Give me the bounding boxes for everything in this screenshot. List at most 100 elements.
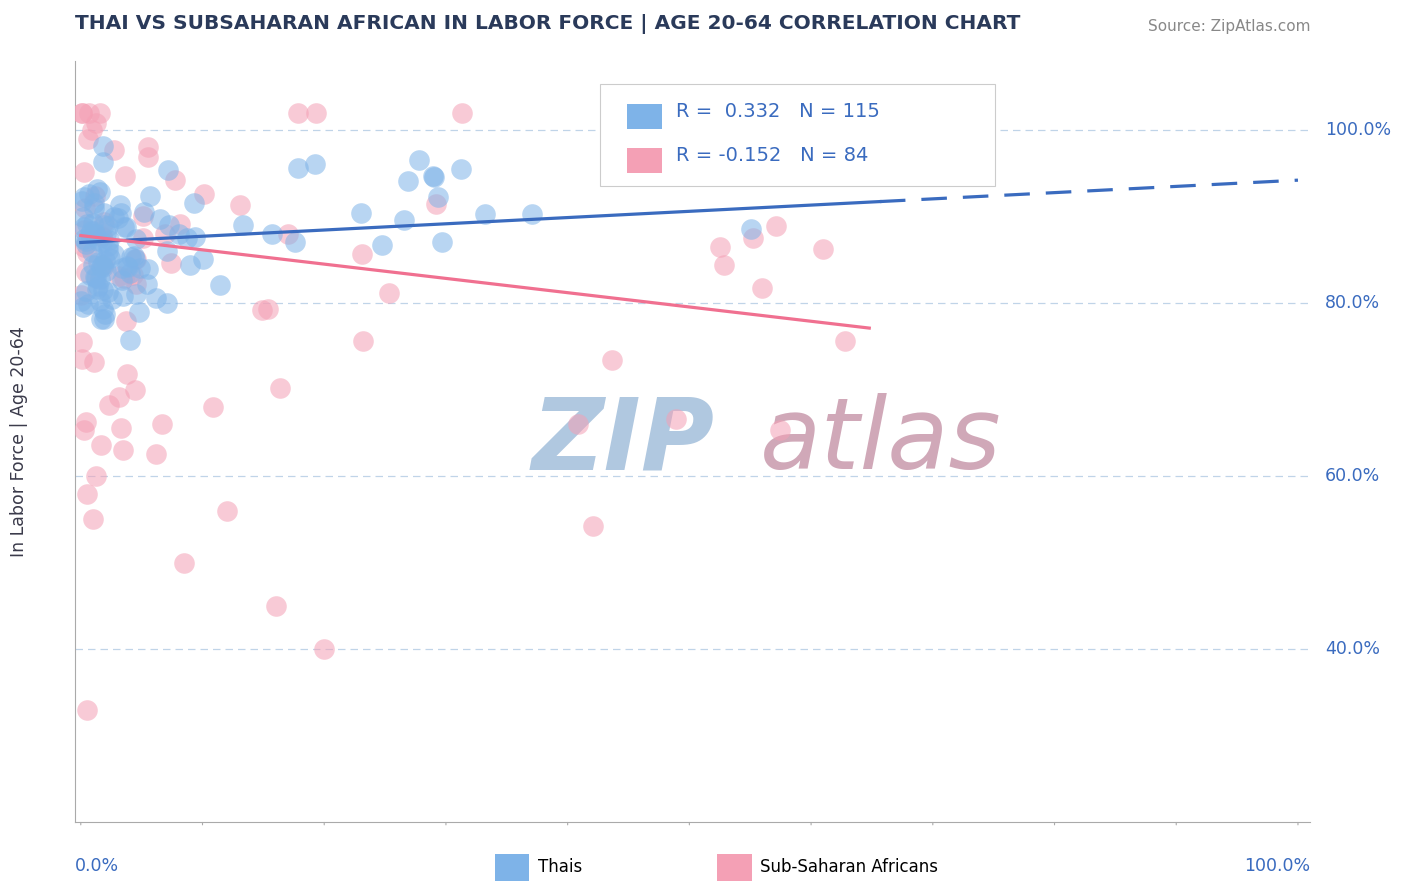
Point xyxy=(156,244,179,258)
Point xyxy=(91,260,114,274)
Point xyxy=(72,300,94,314)
Point xyxy=(80,123,103,137)
Point xyxy=(93,219,115,233)
Point xyxy=(742,231,765,245)
Point xyxy=(112,270,135,285)
Point xyxy=(167,227,190,242)
Point xyxy=(111,289,134,303)
Text: 40.0%: 40.0% xyxy=(1324,640,1379,658)
Point xyxy=(129,260,152,275)
Point xyxy=(769,423,792,437)
Point xyxy=(70,194,93,209)
Point xyxy=(101,293,124,307)
FancyBboxPatch shape xyxy=(717,855,752,881)
Text: 100.0%: 100.0% xyxy=(1324,121,1391,139)
Point xyxy=(75,416,97,430)
Point xyxy=(91,229,114,244)
Point xyxy=(371,237,394,252)
Point xyxy=(287,161,309,175)
Point xyxy=(73,240,96,254)
Point xyxy=(184,230,207,244)
Point xyxy=(157,162,180,177)
Point xyxy=(73,222,96,236)
Point xyxy=(70,352,93,367)
Point xyxy=(124,252,146,266)
Point xyxy=(91,230,114,244)
Point xyxy=(132,231,155,245)
Point xyxy=(91,283,114,297)
Point xyxy=(520,207,543,221)
Point xyxy=(72,334,94,349)
Point xyxy=(83,224,105,238)
Point xyxy=(94,253,117,268)
Point xyxy=(93,311,115,326)
Point xyxy=(73,164,96,178)
Point xyxy=(304,157,326,171)
Text: THAI VS SUBSAHARAN AFRICAN IN LABOR FORCE | AGE 20-64 CORRELATION CHART: THAI VS SUBSAHARAN AFRICAN IN LABOR FORC… xyxy=(75,14,1021,34)
Text: R =  0.332   N = 115: R = 0.332 N = 115 xyxy=(676,103,880,121)
Point xyxy=(97,219,120,234)
Point xyxy=(89,105,111,120)
Point xyxy=(108,390,131,404)
Text: R = -0.152   N = 84: R = -0.152 N = 84 xyxy=(676,146,869,165)
Point xyxy=(107,211,129,225)
Point xyxy=(93,258,115,272)
Point xyxy=(110,206,132,220)
Point xyxy=(765,219,787,234)
Text: Sub-Saharan Africans: Sub-Saharan Africans xyxy=(761,858,938,876)
Point xyxy=(134,205,156,219)
Point xyxy=(83,269,105,284)
Point xyxy=(567,417,589,431)
Point xyxy=(128,305,150,319)
Point xyxy=(98,398,121,412)
FancyBboxPatch shape xyxy=(495,855,529,881)
Point xyxy=(229,197,252,211)
Point xyxy=(709,240,731,254)
Point xyxy=(124,383,146,397)
Point xyxy=(69,294,91,309)
Point xyxy=(75,235,97,249)
Point xyxy=(125,231,148,245)
Point xyxy=(73,201,96,215)
Point xyxy=(769,123,792,137)
Point xyxy=(277,227,299,241)
Point xyxy=(173,556,195,570)
Point xyxy=(97,244,120,258)
Point xyxy=(287,105,309,120)
Point xyxy=(108,268,131,283)
Point xyxy=(183,195,205,210)
Point xyxy=(869,156,891,170)
Point xyxy=(87,234,110,248)
Point xyxy=(176,231,198,245)
Point xyxy=(115,367,138,381)
Point xyxy=(72,210,94,224)
Point xyxy=(114,169,136,183)
Point xyxy=(314,642,336,657)
Point xyxy=(136,262,159,277)
Point xyxy=(90,312,112,326)
Point xyxy=(704,144,727,158)
Point xyxy=(122,249,145,263)
Point xyxy=(90,437,112,451)
Point xyxy=(396,174,419,188)
Point xyxy=(250,302,273,317)
Point xyxy=(202,400,225,414)
Point xyxy=(89,271,111,285)
Point xyxy=(98,233,121,247)
Point xyxy=(86,279,108,293)
Point xyxy=(108,198,131,212)
Point xyxy=(150,417,173,432)
Point xyxy=(305,105,328,120)
Point xyxy=(72,105,94,120)
Point xyxy=(91,139,114,153)
Point xyxy=(120,333,142,347)
Point xyxy=(156,296,179,310)
Point xyxy=(93,301,115,316)
Point xyxy=(86,182,108,196)
Point xyxy=(264,599,287,613)
Point xyxy=(740,222,762,236)
Point xyxy=(70,288,93,302)
Point xyxy=(84,189,107,203)
Point xyxy=(115,314,138,328)
Point xyxy=(112,219,135,234)
